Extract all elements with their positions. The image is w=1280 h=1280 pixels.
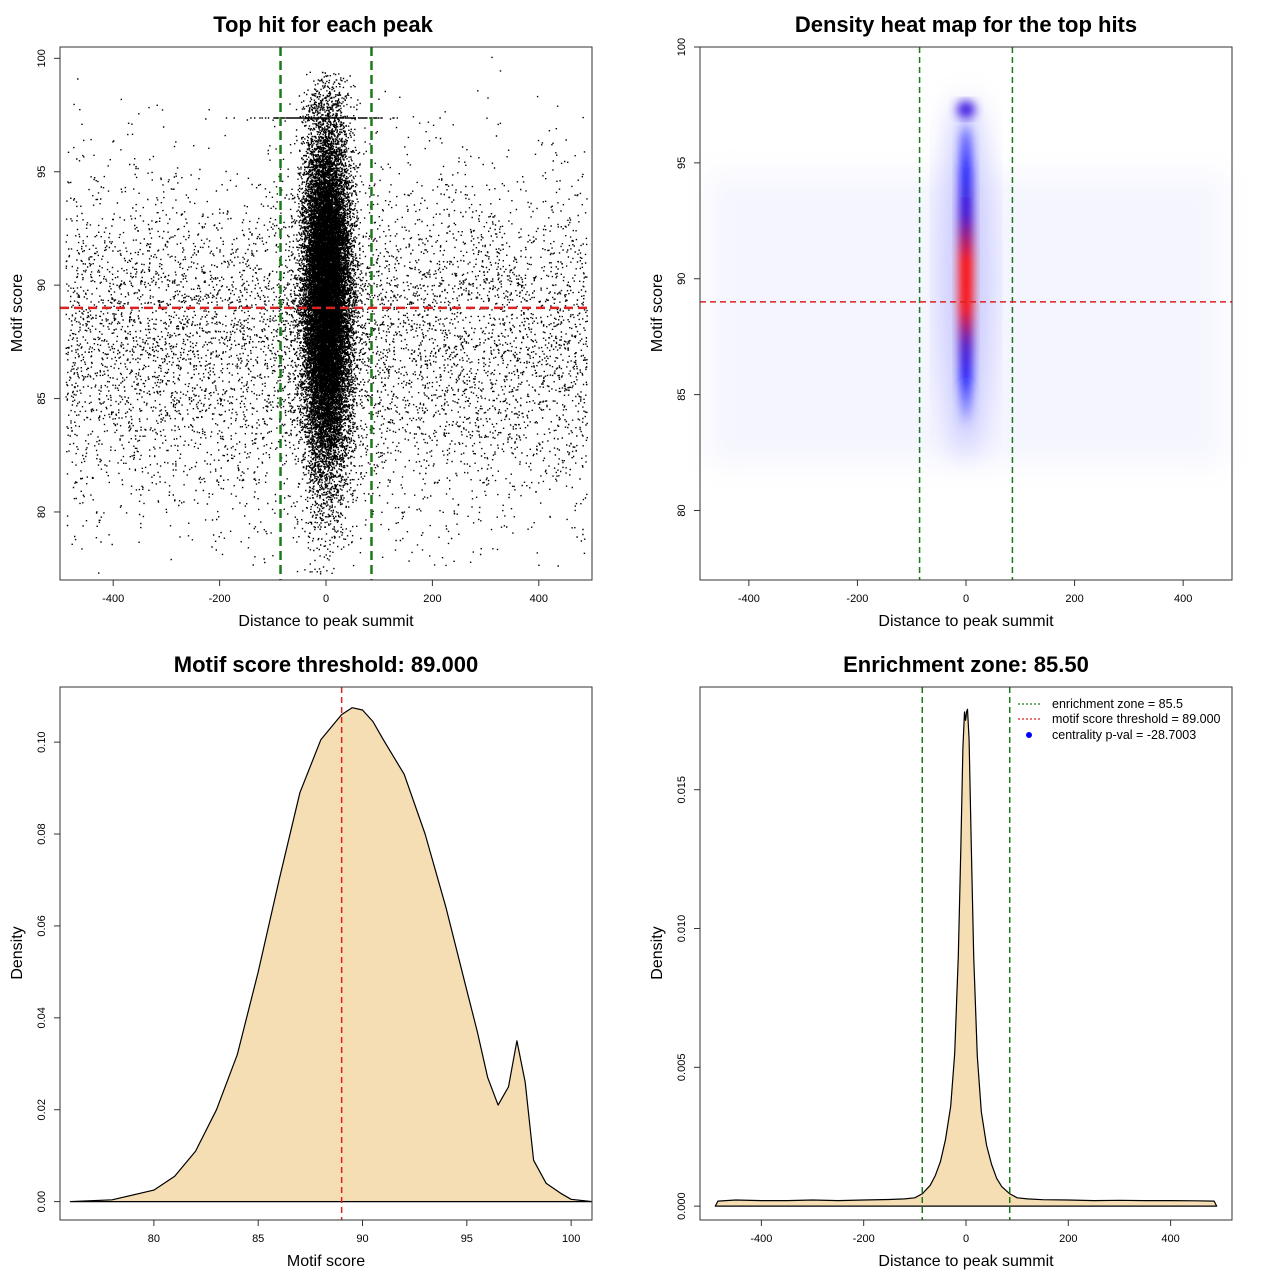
score-density-y-axis-label: Density <box>9 926 26 979</box>
scatter-x-axis-label: Distance to peak summit <box>238 613 414 630</box>
panel-distance-density: Enrichment zone: 85.50 -400 -200 0 200 400 0.… <box>649 652 1233 1270</box>
heatmap-x-tick-label: 400 <box>1174 593 1192 605</box>
heatmap-y-tick-label: 95 <box>676 157 688 169</box>
heatmap-axes: -400 -200 0 200 400 80 85 90 95 100 <box>676 38 1192 605</box>
score-density-plot-area <box>69 687 593 1220</box>
scatter-y-tick-label: 90 <box>36 279 48 291</box>
panel-scatter: Top hit for each peak -400 -200 0 200 400 80 8… <box>9 12 593 630</box>
heatmap-x-tick-label: -200 <box>846 593 868 605</box>
score-density-x-axis-label: Motif score <box>287 1253 365 1270</box>
distance-density-x-tick-label: -400 <box>750 1233 772 1245</box>
distance-density-y-tick-label: 0.005 <box>676 1054 688 1082</box>
legend-centrality-label: centrality p-val = -28.7003 <box>1052 728 1196 742</box>
score-density-x-tick-label: 80 <box>148 1233 160 1245</box>
distance-density-x-tick-label: -200 <box>853 1233 875 1245</box>
scatter-x-tick-label: -400 <box>102 593 124 605</box>
scatter-y-tick-label: 100 <box>36 49 48 67</box>
heatmap-hotspot <box>959 93 973 441</box>
heatmap-y-tick-label: 85 <box>676 388 688 400</box>
heatmap-title: Density heat map for the top hits <box>795 12 1137 37</box>
score-density-x-tick-label: 95 <box>461 1233 473 1245</box>
score-density-y-tick-label: 0.08 <box>36 823 48 844</box>
heatmap-x-axis-label: Distance to peak summit <box>878 613 1054 630</box>
scatter-x-tick-label: 400 <box>530 593 548 605</box>
score-density-x-tick-label: 85 <box>252 1233 264 1245</box>
heatmap-x-tick-label: 0 <box>963 593 969 605</box>
distance-density-plot-area <box>714 687 1218 1220</box>
heatmap-plot-area <box>700 47 1232 580</box>
distance-density-x-axis-label: Distance to peak summit <box>878 1253 1054 1270</box>
scatter-plot-area <box>60 47 592 580</box>
distance-density-x-tick-label: 400 <box>1161 1233 1179 1245</box>
distance-density-x-tick-label: 200 <box>1059 1233 1077 1245</box>
distance-density-title: Enrichment zone: 85.50 <box>843 652 1089 677</box>
legend-centrality-swatch <box>1026 732 1032 738</box>
score-density-title: Motif score threshold: 89.000 <box>174 652 478 677</box>
score-density-y-tick-label: 0.10 <box>36 731 48 752</box>
score-density-area <box>69 707 593 1203</box>
scatter-x-tick-label: 0 <box>323 593 329 605</box>
score-density-x-tick-label: 100 <box>562 1233 580 1245</box>
scatter-x-tick-label: 200 <box>423 593 441 605</box>
distance-density-x-tick-label: 0 <box>963 1233 969 1245</box>
panel-heatmap: Density heat map for the top hits -400 -2… <box>649 12 1233 630</box>
scatter-x-tick-label: -200 <box>209 593 231 605</box>
legend-threshold-label: motif score threshold = 89.000 <box>1052 712 1221 726</box>
score-density-y-tick-label: 0.00 <box>36 1191 48 1212</box>
distance-density-y-axis-label: Density <box>649 926 666 979</box>
score-density-y-tick-label: 0.06 <box>36 915 48 936</box>
scatter-title: Top hit for each peak <box>213 12 433 37</box>
distance-density-y-tick-label: 0.000 <box>676 1192 688 1220</box>
scatter-axes: -400 -200 0 200 400 80 85 90 95 100 <box>36 49 548 605</box>
score-density-y-tick-label: 0.04 <box>36 1007 48 1028</box>
panel-score-density: Motif score threshold: 89.000 80 85 90 95 10… <box>9 652 593 1270</box>
scatter-y-tick-label: 80 <box>36 506 48 518</box>
heatmap-y-tick-label: 100 <box>676 38 688 56</box>
scatter-y-axis-label: Motif score <box>9 274 26 352</box>
score-density-axes: 80 85 90 95 100 0.00 0.02 0.04 0.06 0.08 0.10 <box>36 731 580 1245</box>
heatmap-x-tick-label: 200 <box>1065 593 1083 605</box>
distance-density-axes: -400 -200 0 200 400 0.000 0.005 0.010 0.015 <box>676 776 1180 1245</box>
score-density-x-tick-label: 90 <box>356 1233 368 1245</box>
scatter-y-tick-label: 85 <box>36 392 48 404</box>
distance-density-area <box>714 708 1218 1207</box>
scatter-points <box>65 56 588 575</box>
distance-density-y-tick-label: 0.010 <box>676 915 688 943</box>
score-density-y-tick-label: 0.02 <box>36 1099 48 1120</box>
score-density-plot-frame <box>59 686 593 1221</box>
heatmap-y-tick-label: 80 <box>676 504 688 516</box>
heatmap-y-tick-label: 90 <box>676 273 688 285</box>
legend: enrichment zone = 85.5 motif score thres… <box>1018 697 1221 742</box>
distance-density-y-tick-label: 0.015 <box>676 776 688 804</box>
heatmap-upper-knot <box>957 100 975 119</box>
scatter-y-tick-label: 95 <box>36 166 48 178</box>
heatmap-x-tick-label: -400 <box>738 593 760 605</box>
legend-enrichment-label: enrichment zone = 85.5 <box>1052 697 1183 711</box>
heatmap-y-axis-label: Motif score <box>649 274 666 352</box>
